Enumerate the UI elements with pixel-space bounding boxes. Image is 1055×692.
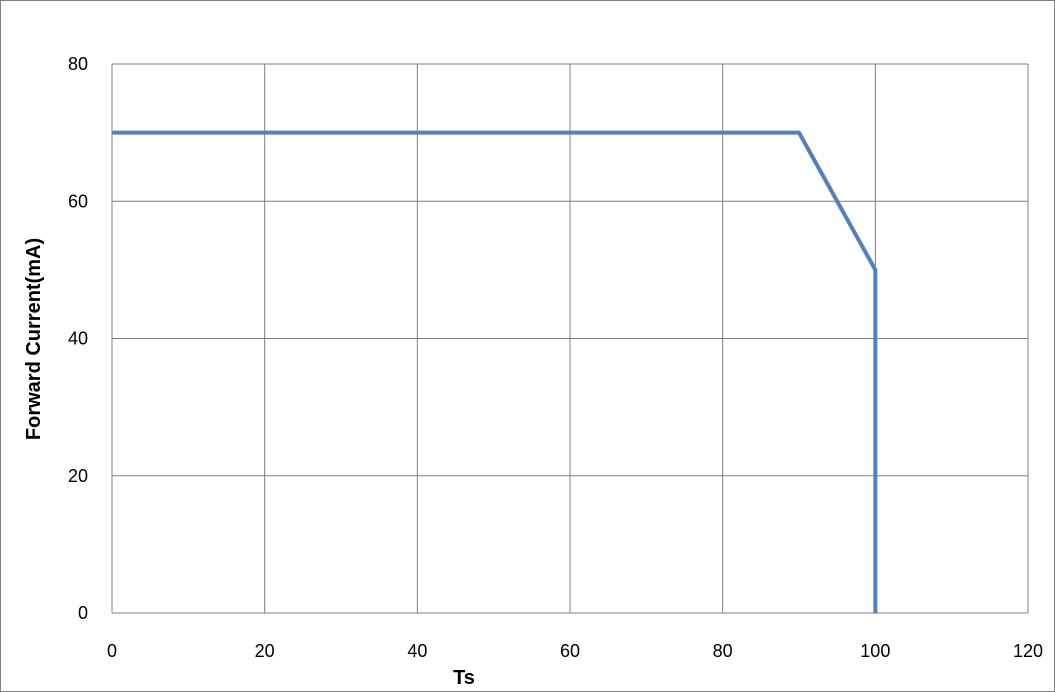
x-tick-label-100: 100 <box>860 641 890 661</box>
series-line-0 <box>112 130 878 613</box>
x-tick-label-120: 120 <box>1013 641 1043 661</box>
x-axis-title: Ts <box>453 667 475 689</box>
y-tick-label-0: 0 <box>78 603 88 623</box>
y-tick-label-60: 60 <box>68 191 88 211</box>
y-tick-label-80: 80 <box>68 54 88 74</box>
y-tick-label-40: 40 <box>68 329 88 349</box>
y-tick-label-20: 20 <box>68 466 88 486</box>
x-tick-label-80: 80 <box>713 641 733 661</box>
x-tick-label-20: 20 <box>255 641 275 661</box>
x-tick-label-40: 40 <box>407 641 427 661</box>
tick-label-layer: 0 20 40 60 80 0 20 40 60 80 100 120 <box>68 54 1043 661</box>
grid-layer <box>111 63 1029 614</box>
series-layer <box>112 130 878 613</box>
x-tick-label-0: 0 <box>107 641 117 661</box>
x-tick-label-60: 60 <box>560 641 580 661</box>
y-axis-title: Forward Current(mA) <box>23 238 45 440</box>
